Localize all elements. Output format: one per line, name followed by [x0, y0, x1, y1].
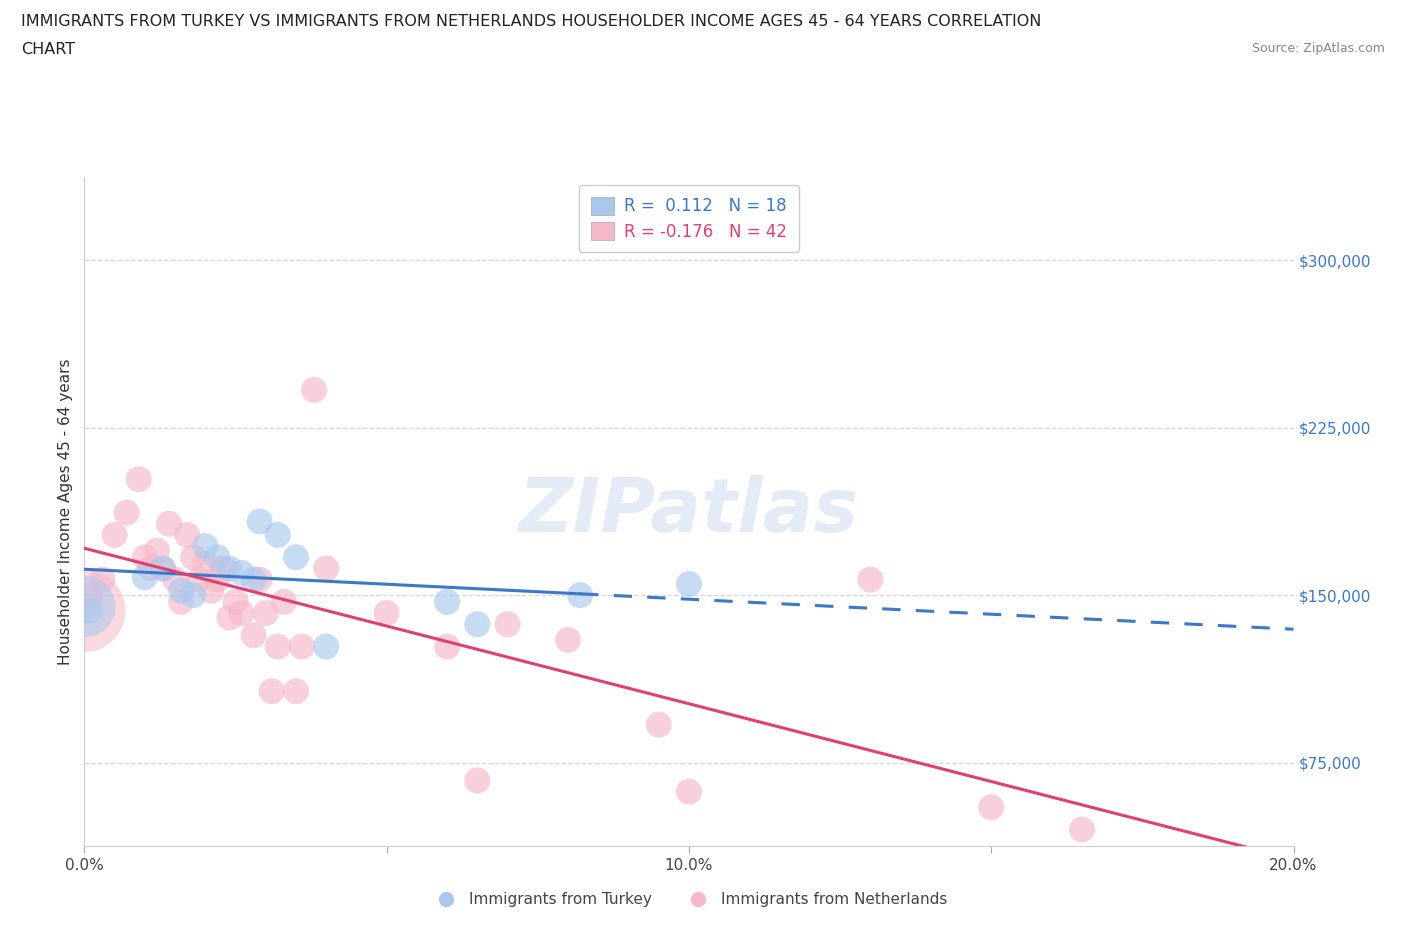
Point: [104, 527, 127, 542]
Point: [267, 527, 290, 542]
Point: [139, 561, 162, 576]
Point: [212, 561, 235, 576]
Point: [152, 561, 174, 576]
Point: [79, 604, 101, 618]
Y-axis label: Householder Income Ages 45 - 64 years: Householder Income Ages 45 - 64 years: [58, 358, 73, 665]
Point: [980, 800, 1002, 815]
Point: [91, 572, 114, 587]
Point: [1071, 822, 1094, 837]
Point: [181, 550, 204, 565]
Point: [157, 516, 180, 531]
Point: [467, 773, 489, 788]
Point: [284, 550, 308, 565]
Point: [79, 588, 101, 603]
Point: [375, 605, 398, 620]
Point: [859, 572, 882, 587]
Point: [218, 561, 240, 576]
Point: [242, 628, 264, 643]
Point: [436, 639, 458, 654]
Point: [207, 572, 229, 587]
Point: [194, 556, 217, 571]
Point: [436, 594, 458, 609]
Point: [73, 599, 96, 614]
Point: [134, 570, 156, 585]
Point: [146, 543, 169, 558]
Point: [152, 561, 174, 576]
Point: [134, 550, 156, 565]
Point: [194, 538, 217, 553]
Point: [225, 594, 247, 609]
Point: [170, 583, 193, 598]
Text: ZIPatlas: ZIPatlas: [519, 475, 859, 548]
Point: [218, 610, 240, 625]
Point: [315, 639, 337, 654]
Point: [315, 561, 337, 576]
Legend: Immigrants from Turkey, Immigrants from Netherlands: Immigrants from Turkey, Immigrants from …: [425, 886, 953, 913]
Point: [242, 572, 264, 587]
Point: [267, 639, 290, 654]
Point: [647, 717, 671, 732]
Point: [678, 784, 700, 799]
Point: [115, 505, 138, 520]
Point: [284, 684, 308, 698]
Point: [231, 605, 253, 620]
Point: [254, 605, 277, 620]
Point: [678, 577, 700, 591]
Text: IMMIGRANTS FROM TURKEY VS IMMIGRANTS FROM NETHERLANDS HOUSEHOLDER INCOME AGES 45: IMMIGRANTS FROM TURKEY VS IMMIGRANTS FRO…: [21, 14, 1042, 29]
Point: [467, 617, 489, 631]
Point: [249, 572, 271, 587]
Point: [176, 527, 198, 542]
Point: [170, 594, 193, 609]
Point: [128, 472, 150, 486]
Point: [291, 639, 314, 654]
Point: [273, 594, 295, 609]
Text: Source: ZipAtlas.com: Source: ZipAtlas.com: [1251, 42, 1385, 55]
Point: [200, 583, 222, 598]
Point: [207, 550, 229, 565]
Point: [181, 588, 204, 603]
Point: [496, 617, 519, 631]
Point: [231, 565, 253, 580]
Legend: R =  0.112   N = 18, R = -0.176   N = 42: R = 0.112 N = 18, R = -0.176 N = 42: [579, 185, 799, 252]
Point: [302, 382, 325, 397]
Point: [73, 604, 96, 618]
Point: [163, 572, 186, 587]
Point: [569, 588, 592, 603]
Text: CHART: CHART: [21, 42, 75, 57]
Point: [249, 514, 271, 529]
Point: [188, 572, 211, 587]
Point: [260, 684, 283, 698]
Point: [557, 632, 579, 647]
